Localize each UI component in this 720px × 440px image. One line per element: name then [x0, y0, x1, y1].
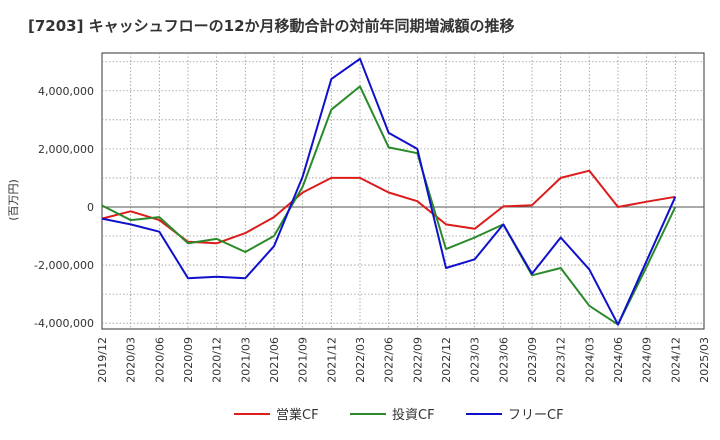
chart-title: [7203] キャッシュフローの12か月移動合計の対前年同期増減額の推移 [28, 17, 515, 35]
x-tick-label: 2022/12 [440, 337, 453, 383]
x-tick-label: 2019/12 [96, 337, 109, 383]
y-axis-ticks: 4,000,000 2,000,000 0 -2,000,000 -4,000,000 [34, 85, 94, 330]
x-tick-label: 2023/06 [497, 337, 510, 383]
legend: 営業CF 投資CF フリーCF [234, 407, 564, 423]
x-tick-label: 2024/06 [612, 337, 625, 383]
x-axis-ticks: 2019/12 2020/03 2020/06 2020/09 2020/12 2021/… [96, 337, 711, 383]
x-tick-label: 2023/09 [526, 337, 539, 383]
y-tick-label: -4,000,000 [34, 317, 94, 330]
x-tick-label: 2022/06 [383, 337, 396, 383]
y-tick-label: -2,000,000 [34, 259, 94, 272]
x-tick-label: 2023/03 [469, 337, 482, 383]
series-line-投資CF [101, 85, 677, 326]
x-tick-label: 2020/03 [125, 337, 138, 383]
x-tick-label: 2021/06 [268, 337, 281, 383]
x-tick-label: 2024/12 [669, 337, 682, 383]
x-tick-label: 2021/03 [239, 337, 252, 383]
legend-label: 営業CF [276, 407, 319, 423]
series-line-フリーCF [101, 57, 677, 326]
y-tick-label: 4,000,000 [38, 85, 94, 98]
x-tick-label: 2021/12 [325, 337, 338, 383]
x-tick-label: 2021/09 [297, 337, 310, 383]
y-axis-label: (百万円) [7, 179, 20, 221]
x-tick-label: 2020/06 [153, 337, 166, 383]
x-tick-label: 2020/12 [211, 337, 224, 383]
x-tick-label: 2022/03 [354, 337, 367, 383]
grid-lines [102, 53, 704, 329]
x-tick-label: 2024/03 [583, 337, 596, 383]
x-tick-label: 2023/12 [555, 337, 568, 383]
x-tick-label: 2020/09 [182, 337, 195, 383]
x-tick-label: 2025/03 [698, 337, 711, 383]
series-group [101, 57, 677, 326]
y-tick-label: 2,000,000 [38, 143, 94, 156]
y-tick-label: 0 [87, 201, 94, 214]
plot-area [101, 52, 705, 330]
legend-label: 投資CF [392, 407, 435, 423]
legend-label: フリーCF [508, 408, 564, 423]
x-tick-label: 2022/09 [411, 337, 424, 383]
x-tick-label: 2024/09 [641, 337, 654, 383]
